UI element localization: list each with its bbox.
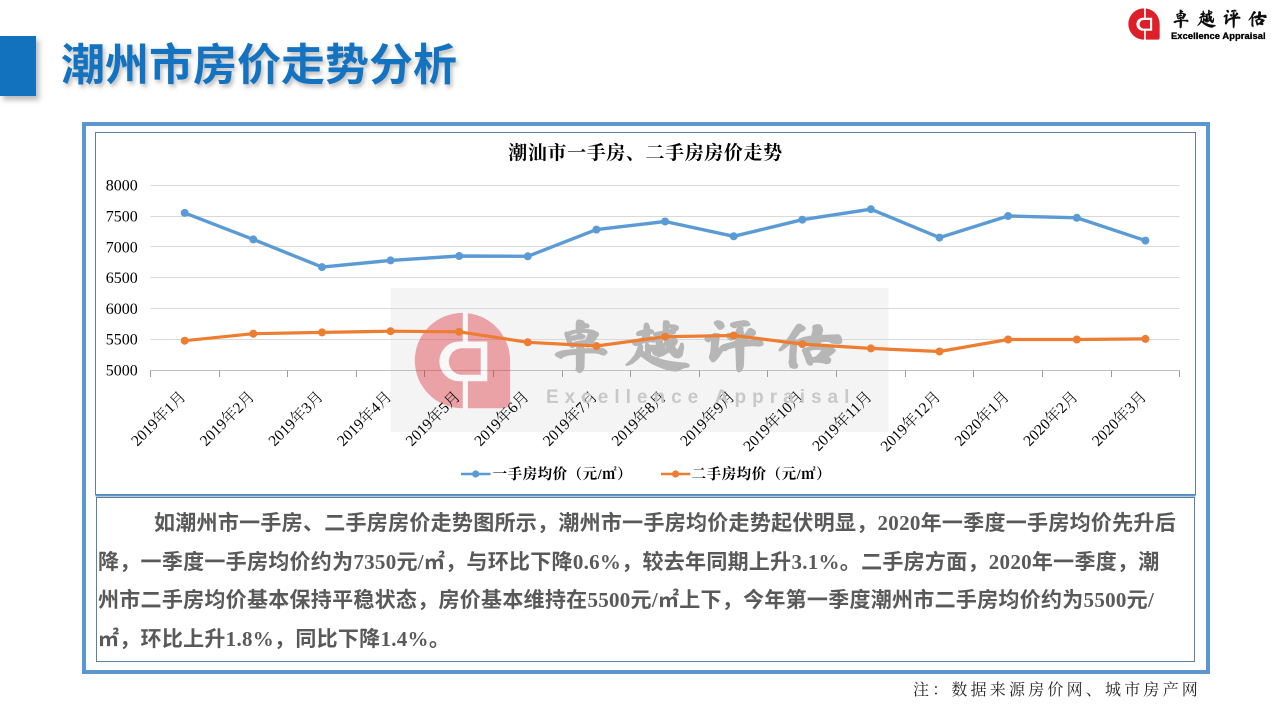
svg-text:5000: 5000 (106, 363, 138, 380)
svg-text:二手房均价（元/㎡）: 二手房均价（元/㎡） (692, 465, 832, 483)
svg-text:Excellence Appraisal: Excellence Appraisal (546, 387, 855, 408)
svg-text:6500: 6500 (106, 270, 138, 287)
svg-text:卓越评估: 卓越评估 (547, 318, 852, 373)
svg-text:潮汕市一手房、二手房房价走势: 潮汕市一手房、二手房房价走势 (508, 141, 782, 164)
svg-text:7000: 7000 (106, 239, 138, 256)
svg-text:7500: 7500 (106, 209, 138, 226)
svg-text:一手房均价（元/㎡）: 一手房均价（元/㎡） (493, 465, 633, 483)
svg-text:6000: 6000 (106, 301, 138, 318)
svg-text:5500: 5500 (106, 332, 138, 349)
svg-text:8000: 8000 (106, 178, 138, 195)
